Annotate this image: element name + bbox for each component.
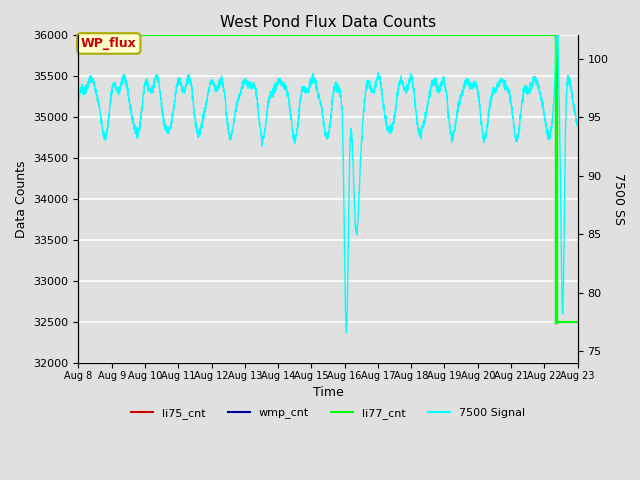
Y-axis label: 7500 SS: 7500 SS <box>612 173 625 225</box>
Text: WP_flux: WP_flux <box>81 37 137 50</box>
Legend: li75_cnt, wmp_cnt, li77_cnt, 7500 Signal: li75_cnt, wmp_cnt, li77_cnt, 7500 Signal <box>126 403 530 423</box>
Y-axis label: Data Counts: Data Counts <box>15 160 28 238</box>
Title: West Pond Flux Data Counts: West Pond Flux Data Counts <box>220 15 436 30</box>
X-axis label: Time: Time <box>312 386 344 399</box>
